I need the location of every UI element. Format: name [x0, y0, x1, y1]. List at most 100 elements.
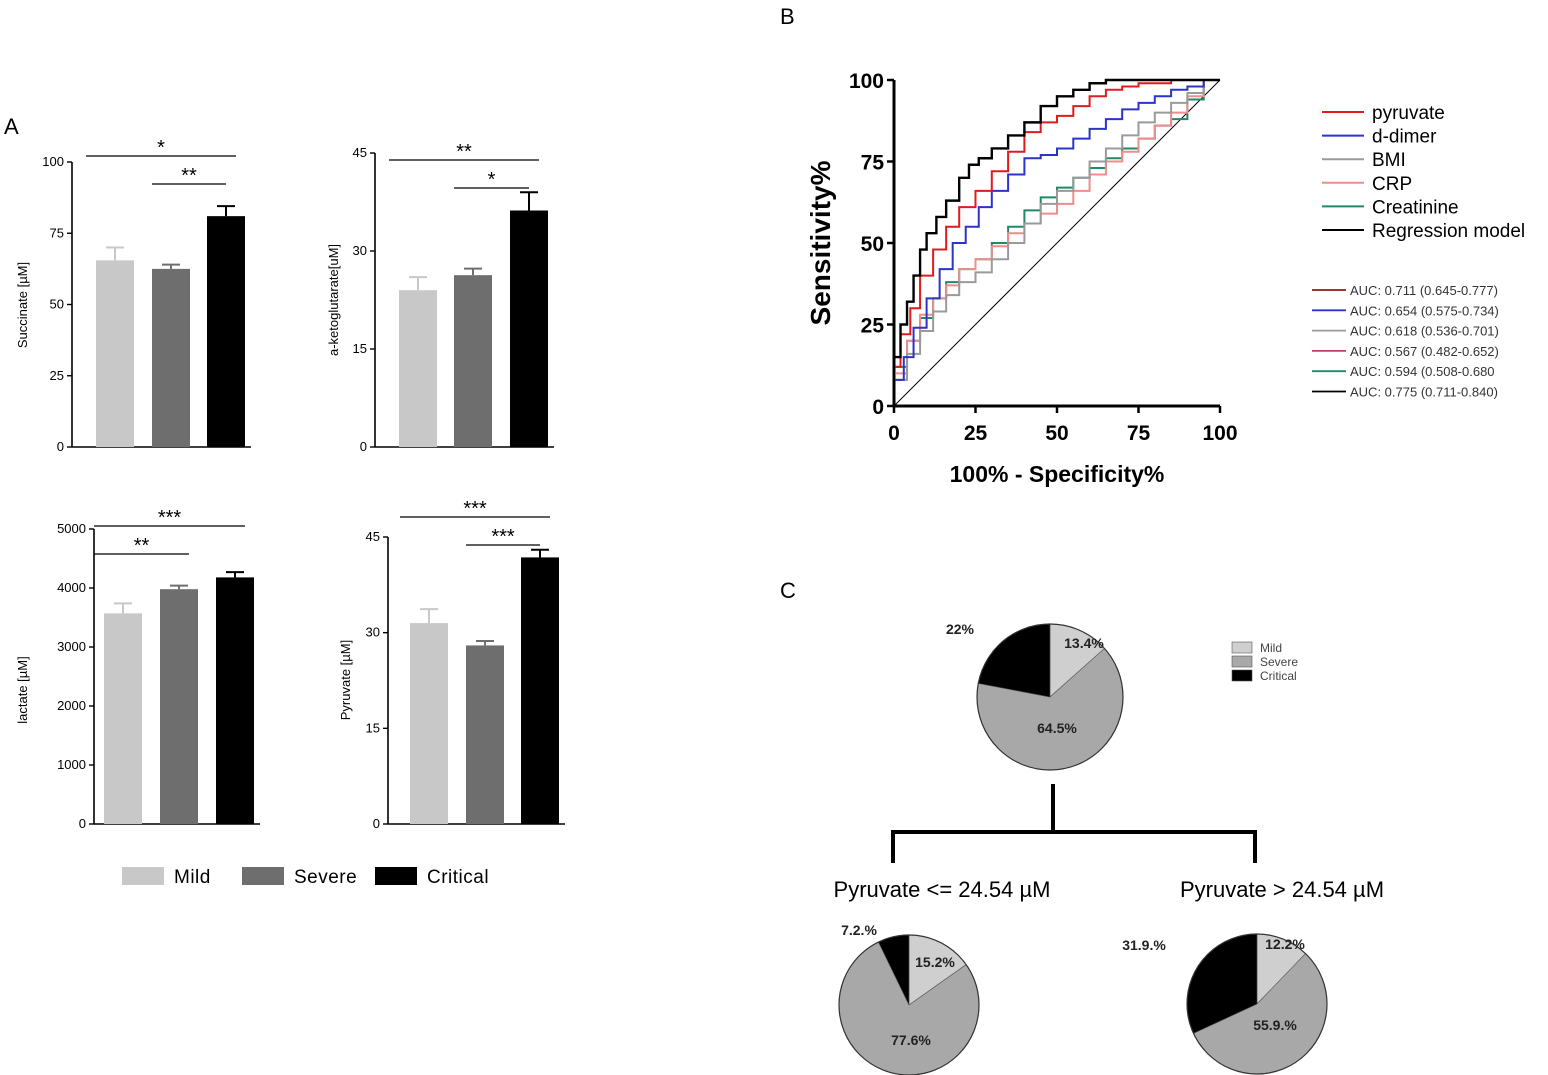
pie-legend-swatch-severe — [1231, 655, 1253, 668]
y-tick-label: 30 — [366, 625, 380, 640]
significance-stars: ** — [456, 141, 472, 163]
roc-plot: 0 25 50 75 100 0 25 50 75 100 100% - Specificity% S… — [805, 70, 1525, 487]
bar-chart-pyruvate: 0 15 30 45 Pyruvate [µM] ****** — [338, 498, 565, 831]
roc-curve-pyruvate — [893, 79, 1220, 406]
legend-label-severe: Severe — [294, 867, 357, 888]
pie-legend-label-critical: Critical — [1260, 669, 1297, 683]
legend-swatch-mild — [122, 867, 164, 885]
x-tick-label: 25 — [964, 422, 988, 445]
pie-label-mild: 13.4% — [1064, 635, 1104, 651]
significance-stars: ** — [134, 535, 150, 557]
x-tick-label: 50 — [1045, 422, 1068, 445]
pie-label-severe: 55.9.% — [1253, 1017, 1297, 1033]
pie-outline — [838, 934, 980, 1075]
y-tick-label: 25 — [50, 368, 64, 383]
panel-label-a: A — [4, 114, 19, 139]
bar-mild — [96, 260, 134, 447]
bar-mild — [104, 613, 142, 824]
significance-stars: *** — [158, 507, 182, 529]
pie-label-critical: 7.2.% — [841, 922, 877, 938]
roc-curve-bmi — [893, 79, 1220, 406]
bar-critical — [207, 216, 245, 447]
pie-legend-swatch-mild — [1231, 641, 1253, 654]
pie-charts: 13.4% 64.5% 22% 15.2% 77.6% 7.2.% Pyruvate <= … — [834, 621, 1384, 1075]
y-tick-label: 50 — [861, 233, 884, 256]
legend-label-crp: CRP — [1372, 174, 1412, 195]
legend-label-bmi: BMI — [1372, 150, 1406, 171]
y-tick-label: 30 — [353, 243, 367, 258]
roc-curve-regression-model — [892, 78, 1220, 406]
bar-severe — [454, 275, 492, 447]
y-tick-label: 45 — [353, 145, 367, 160]
auc-label: AUC: 0.775 (0.711-0.840) — [1350, 385, 1498, 400]
y-axis-label: lactate [µM] — [15, 656, 30, 723]
auc-label: AUC: 0.594 (0.508-0.680 — [1350, 364, 1495, 379]
reference-diagonal — [893, 79, 1221, 407]
bar-critical — [216, 577, 254, 824]
x-tick-label: 100 — [1202, 422, 1237, 445]
y-tick-label: 1000 — [57, 757, 86, 772]
y-tick-label: 50 — [50, 297, 64, 312]
y-axis-label: Succinate [µM] — [15, 262, 30, 348]
legend-label-creatinine: Creatinine — [1372, 197, 1459, 218]
pie-label-critical: 22% — [946, 621, 975, 637]
y-tick-label: 15 — [366, 720, 380, 735]
y-tick-label: 15 — [353, 341, 367, 356]
significance-stars: * — [157, 137, 165, 159]
y-tick-label: 0 — [373, 816, 380, 831]
significance-stars: *** — [463, 498, 487, 520]
auc-label: AUC: 0.618 (0.536-0.701) — [1350, 324, 1499, 339]
bar-mild — [399, 290, 437, 447]
y-tick-label: 0 — [57, 439, 64, 454]
y-tick-label: 2000 — [57, 698, 86, 713]
pie-high: 12.2% 55.9.% 31.9.% Pyruvate > 24.54 µM — [1122, 877, 1384, 1075]
x-axis-label: 100% - Specificity% — [950, 461, 1165, 487]
legend-label-pyruvate: pyruvate — [1372, 103, 1445, 124]
y-tick-label: 100 — [42, 154, 64, 169]
pie-title: Pyruvate <= 24.54 µM — [834, 877, 1051, 902]
pie-legend-label-mild: Mild — [1260, 641, 1282, 655]
y-tick-label: 100 — [849, 70, 884, 93]
pie-outline — [1186, 933, 1328, 1075]
pie-legend-swatch-critical — [1231, 669, 1253, 682]
bar-severe — [152, 268, 190, 447]
legend-swatch-critical — [375, 867, 417, 885]
legend-label-mild: Mild — [174, 867, 211, 888]
pie-low: 15.2% 77.6% 7.2.% Pyruvate <= 24.54 µM — [834, 877, 1051, 1075]
x-tick-label: 0 — [888, 422, 900, 445]
legend-label-critical: Critical — [427, 867, 489, 888]
y-tick-label: 45 — [366, 529, 380, 544]
pie-title: Pyruvate > 24.54 µM — [1180, 877, 1384, 902]
roc-chart: 0 25 50 75 100 0 25 50 75 100 100% - Specificity% S… — [805, 70, 1525, 487]
y-tick-label: 25 — [861, 315, 885, 338]
auc-label: AUC: 0.711 (0.645-0.777) — [1350, 283, 1498, 298]
y-tick-label: 5000 — [57, 521, 86, 536]
legend-label-regression-model: Regression model — [1372, 221, 1525, 242]
pie-label-critical: 31.9.% — [1122, 937, 1166, 953]
legend-label-d-dimer: d-dimer — [1372, 127, 1437, 148]
auc-label: AUC: 0.567 (0.482-0.652) — [1350, 344, 1499, 359]
significance-stars: ** — [181, 165, 197, 187]
bar-severe — [160, 589, 198, 824]
pie-outline — [976, 623, 1124, 771]
pie-legend-label-severe: Severe — [1260, 655, 1298, 669]
panel-label-c: C — [780, 578, 796, 603]
bar-critical — [521, 557, 559, 824]
pie-label-severe: 77.6% — [891, 1032, 931, 1048]
y-axis-label: Sensitivity% — [805, 160, 836, 325]
y-axis-label: a-ketoglutarate[uM] — [326, 244, 341, 356]
bar-critical — [510, 210, 548, 447]
significance-stars: * — [488, 169, 496, 191]
panel-label-b: B — [780, 4, 795, 29]
pie-all: 13.4% 64.5% 22% — [946, 621, 1124, 771]
pie-label-severe: 64.5% — [1037, 720, 1077, 736]
roc-curve-d-dimer — [893, 79, 1220, 406]
bar-severe — [466, 645, 504, 824]
